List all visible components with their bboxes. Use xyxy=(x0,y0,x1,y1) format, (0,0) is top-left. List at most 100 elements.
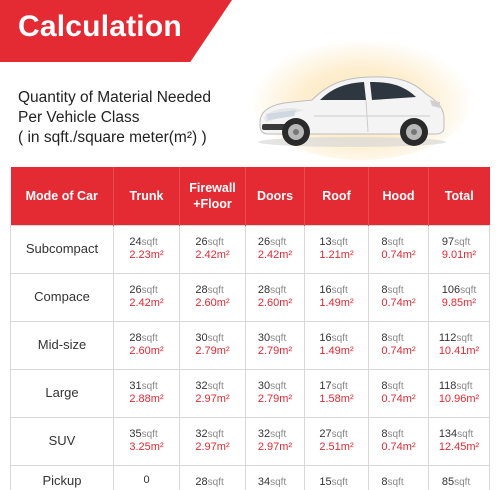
vehicle-class-cell: Mid-size xyxy=(10,320,114,370)
table-row: Mid-size 28sqft 2.60m² 30sqft 2.79m² 30sqft 2.… xyxy=(10,320,490,370)
sqft-value: 13sqft xyxy=(319,236,353,249)
sqft-number: 8 xyxy=(381,236,388,248)
sqft-value: 30sqft xyxy=(258,332,292,345)
vehicle-class-cell: Large xyxy=(10,368,114,418)
sqft-unit: sqft xyxy=(387,429,404,440)
cell-values: 13sqft 1.21m² xyxy=(319,236,353,262)
cell-roof: 17sqft 1.58m² xyxy=(304,368,369,418)
sqft-number: 30 xyxy=(195,332,208,344)
cell-roof: 16sqft 1.49m² xyxy=(304,320,369,370)
square-meter-value: 0.74m² xyxy=(381,441,416,453)
cell-trunk: 31sqft 2.88m² xyxy=(113,368,180,418)
sqft-value: 134sqft xyxy=(439,428,479,441)
sqft-number: 26 xyxy=(257,236,271,248)
square-meter-value: 9.85m² xyxy=(441,297,476,309)
cell-values: 15sqft1.39m² xyxy=(319,476,353,490)
sqft-value: 32sqft xyxy=(258,428,292,441)
square-meter-value: 1.49m² xyxy=(319,297,354,309)
cell-values: 26sqft 2.42m² xyxy=(195,236,229,262)
vehicle-class-name: Mid-size xyxy=(37,337,87,352)
header-doors: Doors xyxy=(245,167,305,225)
cell-total: 85sqft7.90m² xyxy=(428,464,490,490)
sqft-unit: sqft xyxy=(331,381,348,392)
sqft-number: 85 xyxy=(441,476,455,488)
cell-trunk: 26sqft 2.42m² xyxy=(113,272,180,322)
cell-values: 27sqft 2.51m² xyxy=(319,428,353,454)
square-meter-value: 2.60m² xyxy=(195,297,230,309)
header-firewall-line1: Firewall xyxy=(189,180,236,195)
square-meter-value: 2.60m² xyxy=(129,345,164,357)
cell-values: 32sqft 2.97m² xyxy=(195,380,229,406)
square-meter-value: 1.49m² xyxy=(319,345,354,357)
sqft-unit: sqft xyxy=(387,381,404,392)
square-meter-value: 12.45m² xyxy=(438,441,480,453)
square-meter-value: 0.74m² xyxy=(381,249,416,261)
cell-roof: 27sqft 2.51m² xyxy=(304,416,369,466)
sqft-value: 85sqft xyxy=(442,476,476,489)
sqft-number: 24 xyxy=(129,236,142,248)
cell-firewall-floor: 26sqft 2.42m² xyxy=(179,224,246,274)
sqft-number: 26 xyxy=(129,284,142,296)
table-header-row: Mode of Car Trunk Firewall +Floor Doors … xyxy=(10,167,490,225)
vehicle-class-cell: SUV xyxy=(10,416,114,466)
cell-firewall-floor: 32sqft 2.97m² xyxy=(179,368,246,418)
sqft-number: 34 xyxy=(257,476,271,488)
sqft-unit: sqft xyxy=(207,477,224,488)
sqft-value: 32sqft xyxy=(195,428,229,441)
sqft-number: 16 xyxy=(319,332,332,344)
square-meter-value: 1.58m² xyxy=(319,393,354,405)
sqft-unit: sqft xyxy=(331,429,348,440)
sqft-value: 8sqft xyxy=(381,284,415,297)
sqft-unit: sqft xyxy=(141,237,158,248)
sqft-number: 30 xyxy=(257,332,271,344)
sqft-value: 8sqft xyxy=(381,428,415,441)
header-total: Total xyxy=(428,167,490,225)
cell-values: 24sqft 2.23m² xyxy=(129,236,163,262)
square-meter-value: 2.51m² xyxy=(319,441,354,453)
cell-values: 112sqft 10.41m² xyxy=(439,332,479,358)
sqft-unit: sqft xyxy=(387,333,404,344)
sqft-number: 8 xyxy=(381,428,388,440)
square-meter-value: 2.79m² xyxy=(195,345,230,357)
sqft-number: 118 xyxy=(438,380,457,392)
sqft-value: 97sqft xyxy=(442,236,476,249)
sqft-unit: sqft xyxy=(270,333,287,344)
page-title: Calculation xyxy=(18,10,182,43)
table-body: Subcompact 24sqft 2.23m² 26sqft 2.42m² 26sqft… xyxy=(10,224,490,490)
cell-values: 118sqft 10.96m² xyxy=(439,380,479,406)
header-firewall-floor: Firewall +Floor xyxy=(179,167,246,225)
cell-roof: 16sqft 1.49m² xyxy=(304,272,369,322)
sqft-unit: sqft xyxy=(331,285,348,296)
header-firewall-line2: +Floor xyxy=(193,196,232,211)
sqft-unit: sqft xyxy=(207,333,224,344)
sqft-value: 34sqft xyxy=(258,476,292,489)
square-meter-value: 2.88m² xyxy=(129,393,164,405)
car-illustration-area xyxy=(232,40,494,170)
sqft-value: 8sqft xyxy=(381,236,415,249)
square-meter-value: 10.96m² xyxy=(438,393,480,405)
cell-values: 16sqft 1.49m² xyxy=(319,284,353,310)
sqft-number: 112 xyxy=(438,332,457,344)
square-meter-value: 0.74m² xyxy=(381,297,416,309)
sqft-value: 35sqft xyxy=(129,428,163,441)
cell-doors: 32sqft 2.97m² xyxy=(245,416,305,466)
sqft-number: 8 xyxy=(381,284,388,296)
cell-doors: 26sqft 2.42m² xyxy=(245,224,305,274)
sqft-value: 27sqft xyxy=(319,428,353,441)
sqft-value: 28sqft xyxy=(129,332,163,345)
sqft-number: 97 xyxy=(441,236,455,248)
sqft-number: 16 xyxy=(319,284,332,296)
sqft-value: 8sqft xyxy=(381,332,415,345)
sqft-value: 30sqft xyxy=(258,380,292,393)
square-meter-value: 10.41m² xyxy=(438,345,480,357)
